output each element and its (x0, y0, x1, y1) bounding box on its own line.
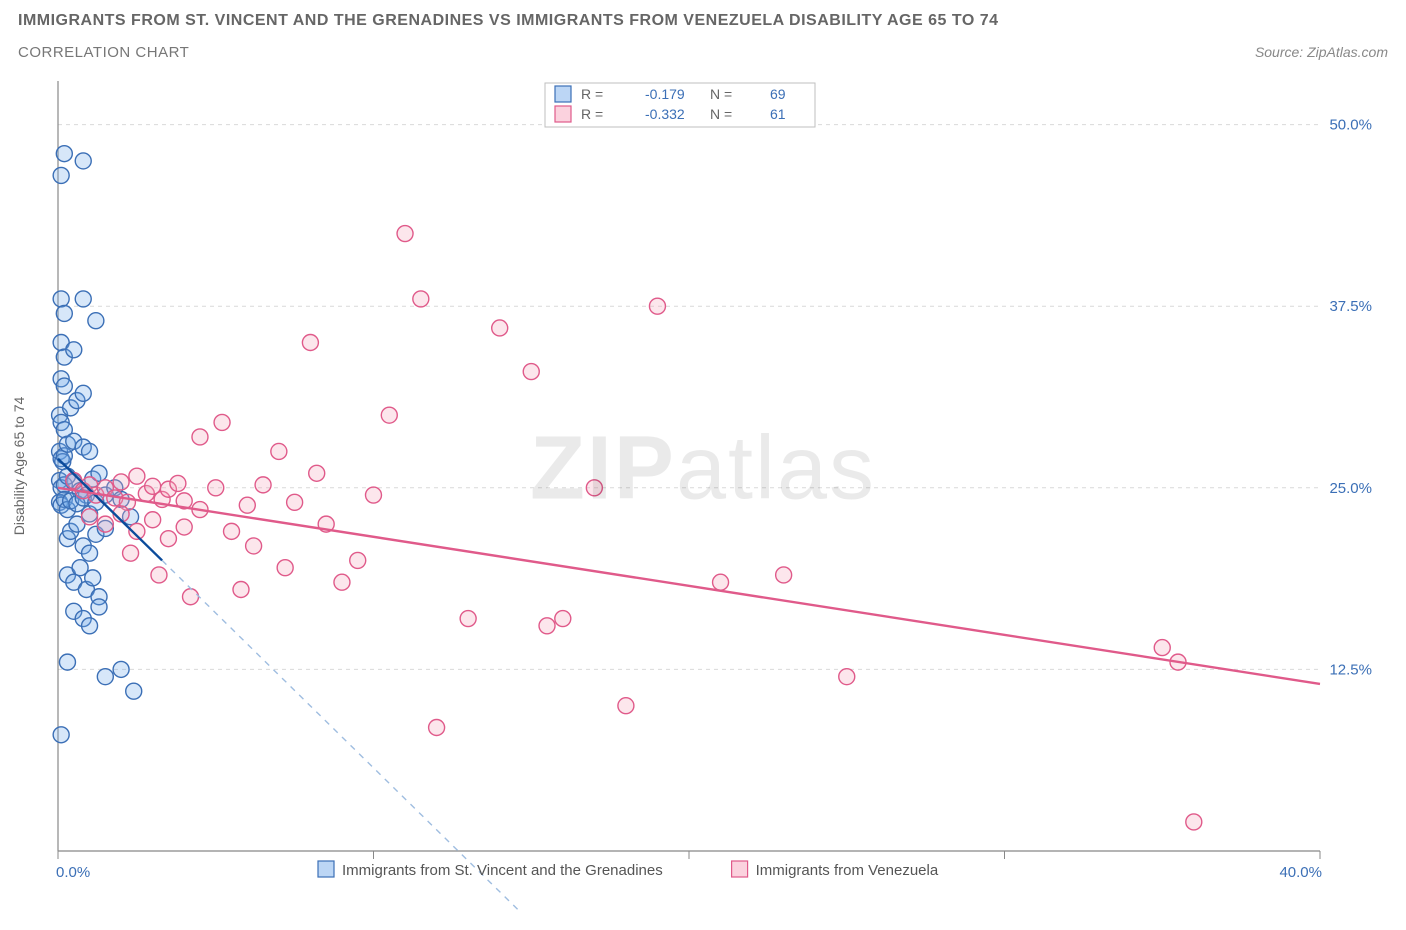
svg-text:N =: N = (710, 106, 732, 122)
svg-text:-0.179: -0.179 (645, 86, 685, 102)
svg-text:Disability Age 65 to 74: Disability Age 65 to 74 (11, 397, 27, 536)
svg-text:R =: R = (581, 86, 603, 102)
svg-text:-0.332: -0.332 (645, 106, 685, 122)
svg-text:25.0%: 25.0% (1329, 480, 1372, 497)
svg-text:Immigrants from Venezuela: Immigrants from Venezuela (756, 862, 939, 879)
svg-text:Immigrants from St. Vincent an: Immigrants from St. Vincent and the Gren… (342, 862, 663, 879)
correlation-chart: 0.0% 40.0% 12.5% 25.0% 37.5% 50.0% Disability … (0, 61, 1406, 911)
svg-text:12.5%: 12.5% (1329, 661, 1372, 678)
svg-text:61: 61 (770, 106, 786, 122)
chart-title: IMMIGRANTS FROM ST. VINCENT AND THE GREN… (18, 12, 1388, 30)
svg-text:40.0%: 40.0% (1279, 864, 1322, 881)
svg-text:37.5%: 37.5% (1329, 298, 1372, 315)
chart-source: Source: ZipAtlas.com (1255, 44, 1388, 60)
chart-subtitle: CORRELATION CHART (18, 44, 189, 61)
svg-text:N =: N = (710, 86, 732, 102)
svg-text:0.0%: 0.0% (56, 864, 90, 881)
svg-text:R =: R = (581, 106, 603, 122)
svg-text:50.0%: 50.0% (1329, 117, 1372, 134)
svg-text:69: 69 (770, 86, 786, 102)
